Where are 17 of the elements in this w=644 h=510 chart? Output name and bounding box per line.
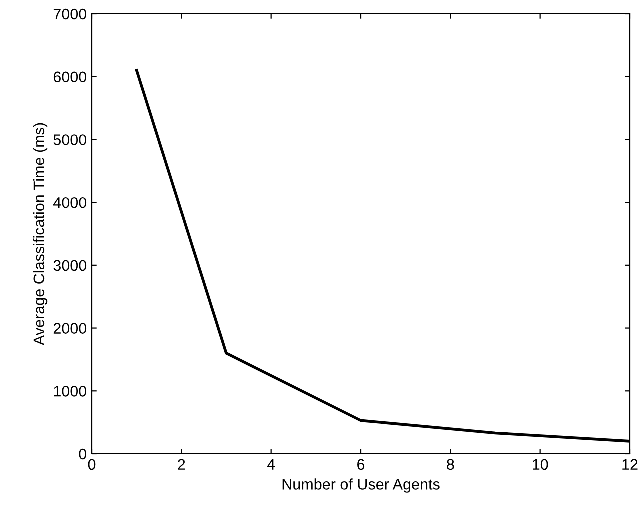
y-tick-label: 1000 bbox=[54, 386, 87, 397]
x-axis-title: Number of User Agents bbox=[282, 478, 440, 493]
x-tick-label: 8 bbox=[447, 459, 454, 470]
y-tick-label: 7000 bbox=[54, 8, 87, 20]
x-tick-label: 12 bbox=[622, 459, 638, 470]
x-tick-label: 2 bbox=[178, 459, 186, 470]
y-tick-label: 6000 bbox=[54, 72, 87, 83]
y-tick-label: 5000 bbox=[54, 134, 87, 146]
x-tick-label: 4 bbox=[267, 459, 276, 470]
y-tick-label: 3000 bbox=[54, 260, 87, 272]
y-axis-title: Average Classification Time (ms) bbox=[33, 123, 48, 346]
x-tick-label: 10 bbox=[533, 459, 548, 470]
x-tick-label: 0 bbox=[88, 459, 96, 470]
x-tick-label: 6 bbox=[358, 459, 365, 470]
y-tick-label: 4000 bbox=[54, 197, 87, 208]
y-tick-label: 2000 bbox=[54, 323, 87, 334]
y-tick-label: 0 bbox=[79, 448, 87, 460]
